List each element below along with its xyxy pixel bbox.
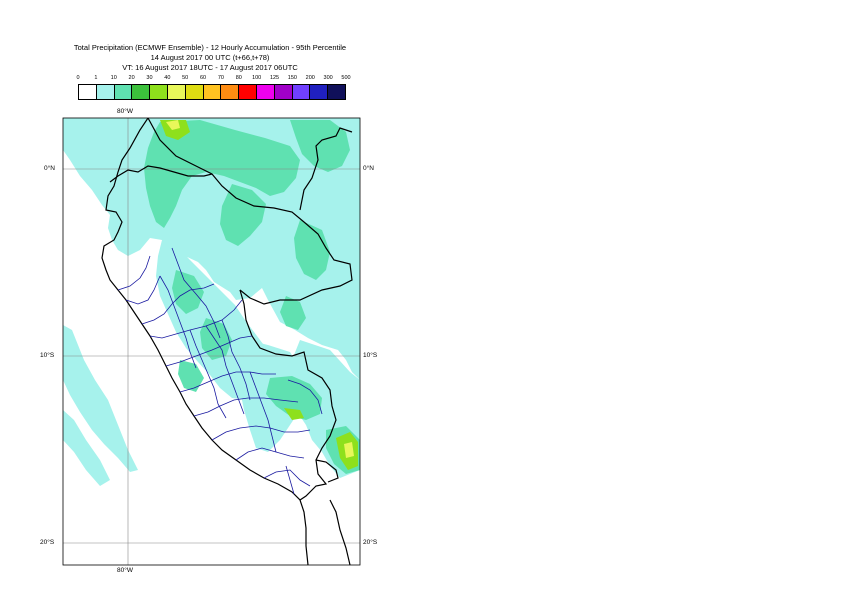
lat-label-left: 10°S	[40, 352, 54, 359]
lat-label-right: 10°S	[363, 352, 377, 359]
lat-label-left: 0°N	[44, 165, 55, 172]
lat-label-left: 20°S	[40, 539, 54, 546]
lon-label-top: 80°W	[117, 108, 133, 115]
lon-label-bottom: 80°W	[117, 567, 133, 574]
lat-label-right: 20°S	[363, 539, 377, 546]
lat-label-right: 0°N	[363, 165, 374, 172]
precip-area-medium	[178, 360, 204, 392]
